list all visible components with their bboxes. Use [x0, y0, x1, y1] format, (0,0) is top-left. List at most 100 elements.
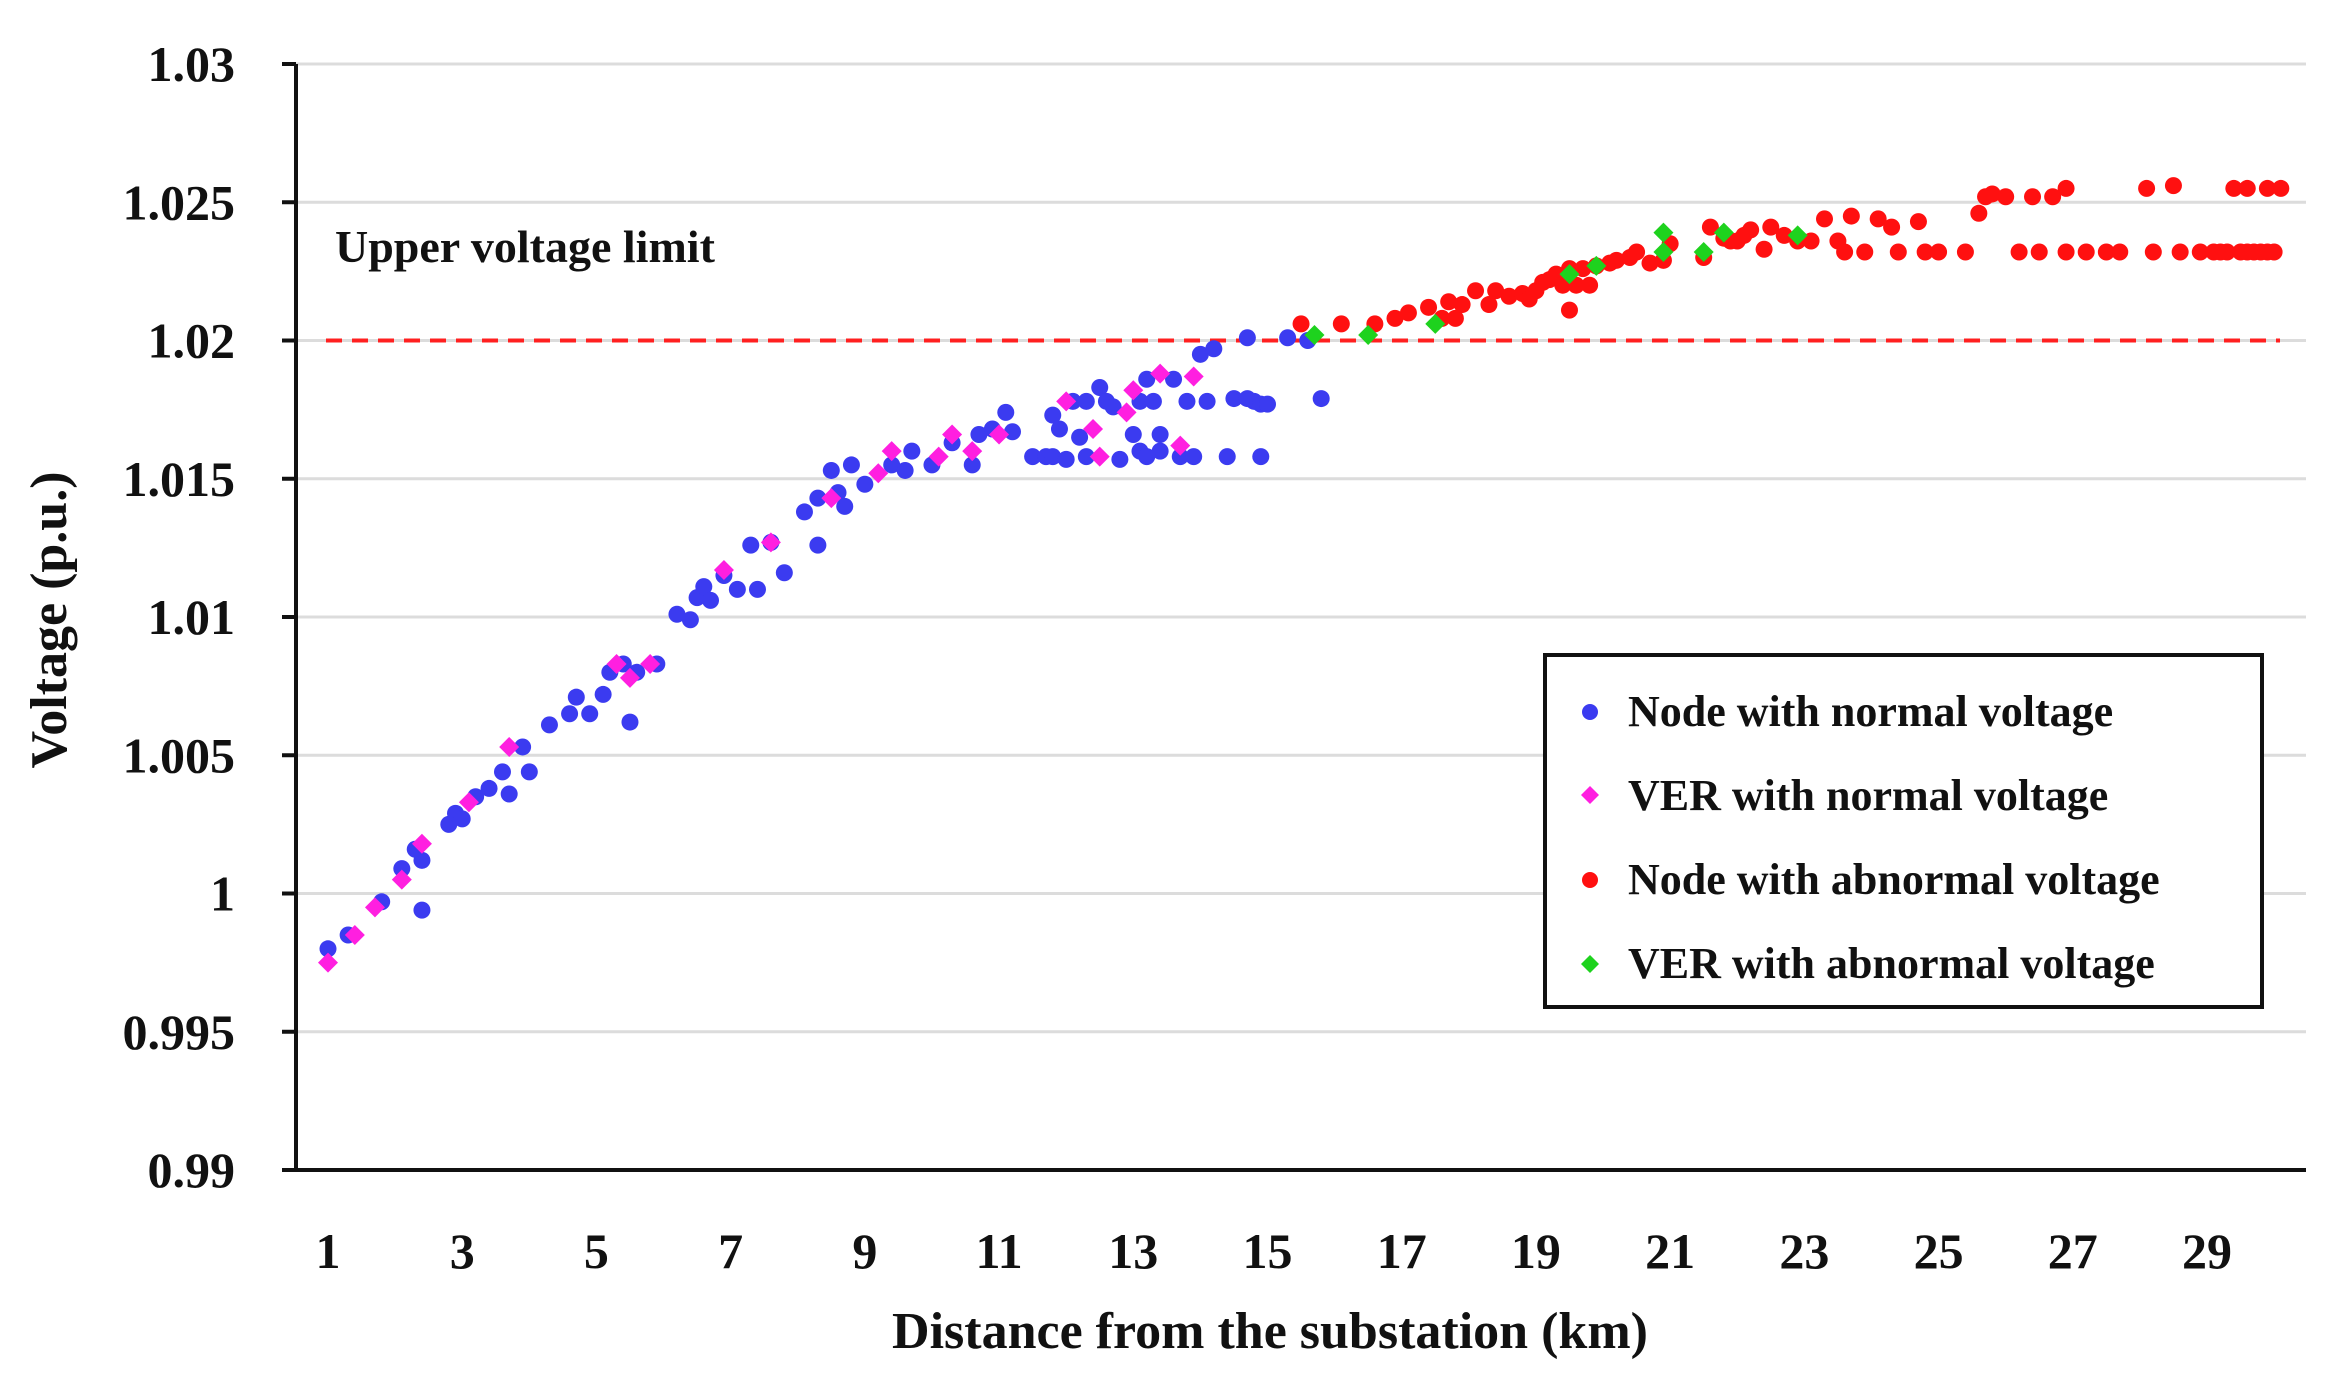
data-point [1170, 435, 1191, 456]
data-point [1956, 243, 1974, 261]
data-point [903, 442, 921, 460]
data-point [760, 532, 781, 553]
data-point [500, 785, 518, 803]
data-point [1111, 450, 1129, 468]
series-2 [1292, 177, 2290, 333]
x-axis-title: Distance from the substation (km) [892, 1303, 1648, 1360]
data-point [1386, 309, 1404, 327]
data-point [728, 580, 746, 598]
data-point [1586, 255, 1607, 276]
data-point [742, 536, 760, 554]
legend-label: Node with abnormal voltage [1628, 855, 2160, 904]
data-point [883, 456, 901, 474]
data-point [1252, 448, 1270, 466]
data-point [1198, 392, 1216, 410]
data-point [2272, 179, 2290, 197]
data-point [1225, 390, 1243, 408]
data-point [2010, 243, 2028, 261]
series-1 [318, 363, 1204, 973]
data-point [1205, 340, 1223, 358]
data-point [963, 456, 981, 474]
data-point [567, 688, 585, 706]
data-point [1983, 185, 2001, 203]
data-point [1183, 366, 1204, 387]
data-point [809, 536, 827, 554]
data-point [2258, 179, 2276, 197]
data-point [520, 763, 538, 781]
y-tick-label: 1.01 [148, 589, 236, 645]
data-point [1742, 221, 1760, 239]
legend-item-node-abnormal: Node with abnormal voltage [1582, 855, 2160, 904]
data-point [970, 426, 988, 444]
data-point [1762, 218, 1780, 236]
data-point [997, 403, 1015, 421]
y-tick-labels: 0.99 0.995 1 1.005 1.01 1.015 1.02 1.025 1.03 [123, 36, 296, 1198]
x-tick-label: 7 [718, 1223, 743, 1279]
data-point [1312, 390, 1330, 408]
x-tick-label: 1 [316, 1223, 341, 1279]
data-point [493, 763, 511, 781]
data-point [1077, 448, 1095, 466]
data-point [1057, 450, 1075, 468]
legend-label: VER with normal voltage [1628, 771, 2108, 820]
data-point [561, 705, 579, 723]
data-point [458, 792, 479, 813]
upper-limit-label: Upper voltage limit [335, 221, 716, 272]
data-point [640, 654, 661, 675]
legend-ver-abnormal-marker [1581, 955, 1599, 973]
data-point [2030, 243, 2048, 261]
data-point [822, 461, 840, 479]
y-tick-label: 1.02 [148, 313, 236, 369]
data-point [1916, 243, 1934, 261]
data-point [1641, 254, 1659, 272]
data-point [1467, 282, 1485, 300]
y-axis-title: Voltage (p.u.) [21, 471, 78, 768]
y-tick-label: 0.995 [123, 1004, 236, 1060]
data-point [989, 424, 1010, 445]
legend-item-ver-normal: VER with normal voltage [1581, 771, 2108, 820]
data-point [606, 654, 627, 675]
data-point [809, 489, 827, 507]
data-point [1842, 207, 1860, 225]
data-point [896, 461, 914, 479]
data-point [619, 667, 640, 688]
data-point [1151, 426, 1169, 444]
data-point [2138, 179, 2156, 197]
data-point [1653, 222, 1674, 243]
data-point [2044, 188, 2062, 206]
data-point [695, 578, 713, 596]
legend-node-abnormal-marker [1582, 872, 1598, 888]
y-tick-label: 1.03 [148, 36, 236, 92]
data-point [1191, 345, 1209, 363]
data-point [1279, 329, 1297, 347]
data-point [594, 685, 612, 703]
x-tick-label: 9 [852, 1223, 877, 1279]
data-point [1574, 260, 1592, 278]
data-point [2218, 243, 2236, 261]
data-point [411, 833, 432, 854]
data-point [1358, 324, 1379, 345]
data-point [2111, 243, 2129, 261]
data-point [962, 441, 983, 462]
data-point [795, 503, 813, 521]
data-point [1044, 448, 1062, 466]
data-point [1292, 315, 1310, 333]
x-tick-label: 23 [1779, 1223, 1829, 1279]
data-point [702, 591, 720, 609]
data-point [1425, 313, 1446, 334]
y-tick-label: 1 [210, 866, 235, 922]
data-point [1930, 243, 1948, 261]
data-point [2238, 179, 2256, 197]
data-point [319, 940, 337, 958]
y-tick-label: 1.025 [123, 174, 236, 230]
data-point [1909, 213, 1927, 231]
data-point [942, 424, 963, 445]
x-tick-label: 13 [1108, 1223, 1158, 1279]
data-point [1050, 420, 1068, 438]
data-point [1171, 448, 1189, 466]
data-point [1150, 363, 1171, 384]
data-point [748, 580, 766, 598]
data-point [1802, 232, 1820, 250]
data-point [1218, 448, 1236, 466]
data-point [842, 456, 860, 474]
